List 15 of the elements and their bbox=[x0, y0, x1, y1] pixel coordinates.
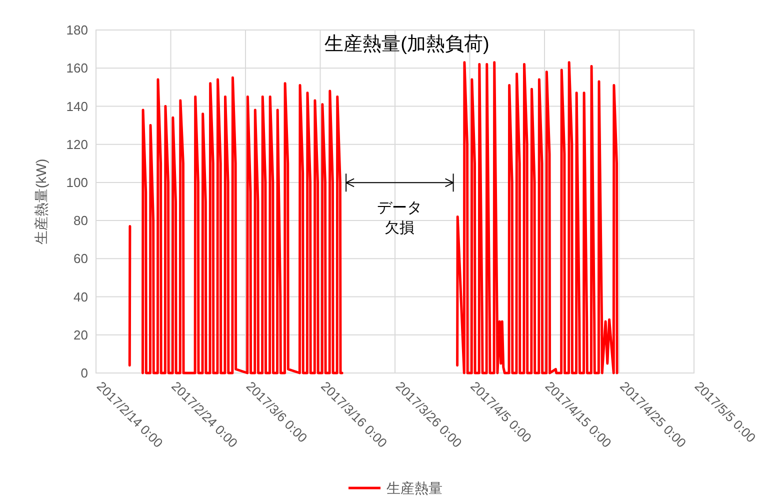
y-tick-label: 60 bbox=[74, 251, 88, 266]
y-tick-label: 140 bbox=[66, 98, 88, 114]
y-tick-label: 180 bbox=[66, 22, 88, 38]
y-axis-title: 生産熱量(kW) bbox=[33, 158, 49, 244]
chart-title: 生産熱量(加熱負荷) bbox=[324, 33, 490, 55]
y-tick-label: 120 bbox=[66, 136, 88, 152]
annotation: データ bbox=[377, 200, 422, 217]
y-tick-label: 40 bbox=[74, 289, 88, 304]
y-tick-label: 100 bbox=[66, 174, 88, 190]
y-tick-label: 160 bbox=[66, 60, 88, 76]
legend-label: 生産熱量 bbox=[386, 480, 442, 496]
y-tick-label: 0 bbox=[80, 366, 88, 381]
annotation: 欠損 bbox=[384, 220, 415, 237]
y-tick-label: 20 bbox=[74, 327, 88, 342]
y-tick-label: 80 bbox=[74, 213, 88, 228]
